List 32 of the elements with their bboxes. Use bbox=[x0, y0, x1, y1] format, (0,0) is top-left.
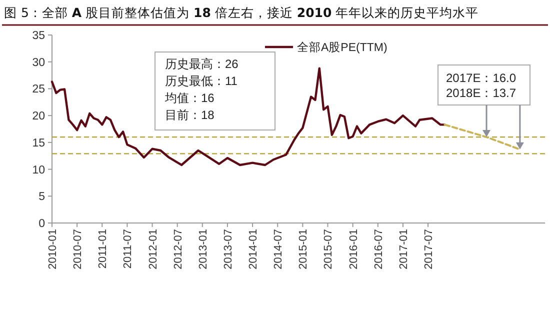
x-tick-label: 2014-01 bbox=[248, 229, 260, 270]
x-tick-label: 2014-07 bbox=[272, 229, 285, 270]
annotation: 目前：18 bbox=[165, 108, 215, 122]
x-tick-label: 2011-01 bbox=[97, 229, 110, 269]
annotation: 2018E：13.7 bbox=[446, 86, 516, 100]
annotation: 历史最高：26 bbox=[165, 57, 239, 71]
annotation: 历史最低：11 bbox=[165, 74, 238, 88]
x-tick-label: 2012-07 bbox=[172, 229, 184, 270]
y-tick-label: 0 bbox=[38, 218, 45, 230]
x-tick-label: 2011-07 bbox=[122, 229, 134, 269]
x-tick-label: 2017-07 bbox=[423, 229, 436, 270]
annotation: 2017E：16.0 bbox=[446, 71, 516, 85]
x-tick-label: 2015-07 bbox=[322, 229, 335, 270]
x-tick-label: 2016-07 bbox=[372, 229, 385, 270]
x-tick-label: 2010-01 bbox=[47, 229, 59, 270]
x-tick-label: 2016-01 bbox=[348, 229, 360, 270]
y-tick-label: 30 bbox=[32, 56, 45, 69]
chart-title: 图 5：全部 A 股目前整体估值为 18 倍左右，接近 2010 年年以来的历史平均水平 bbox=[4, 5, 479, 20]
x-tick-label: 2013-01 bbox=[197, 229, 210, 270]
x-tick-label: 2010-07 bbox=[72, 229, 84, 270]
y-tick-label: 15 bbox=[32, 137, 45, 150]
annotation: 均值：16 bbox=[164, 91, 215, 105]
y-tick-label: 10 bbox=[32, 164, 45, 176]
x-tick-label: 2013-07 bbox=[222, 229, 234, 270]
legend-label: 全部A股PE(TTM) bbox=[297, 40, 388, 54]
y-tick-label: 20 bbox=[32, 110, 45, 123]
y-tick-label: 25 bbox=[32, 84, 45, 96]
x-tick-label: 2012-01 bbox=[147, 229, 160, 270]
y-tick-label: 5 bbox=[38, 191, 45, 204]
x-tick-label: 2017-01 bbox=[398, 229, 410, 270]
y-tick-label: 35 bbox=[32, 30, 45, 42]
x-tick-label: 2015-01 bbox=[298, 229, 310, 270]
